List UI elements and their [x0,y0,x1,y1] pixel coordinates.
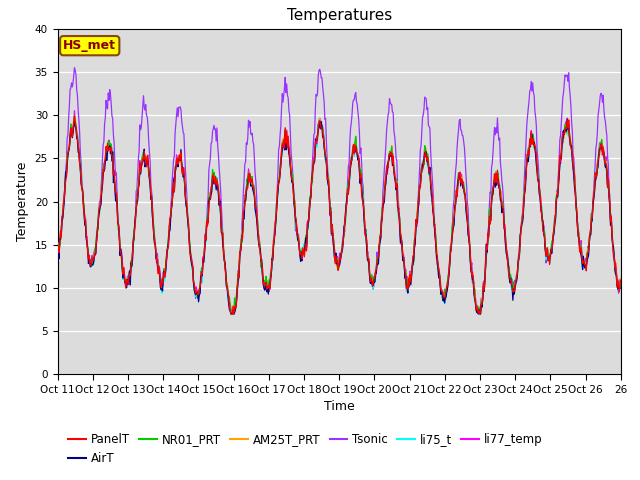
Tsonic [120,277,128,283]
PanelT [120,275,128,280]
NR01_PRT [431,216,438,222]
NR01_PRT [274,189,282,194]
li75_t [431,221,438,227]
PanelT [70,113,78,119]
Line: PanelT: PanelT [58,116,621,314]
PanelT [399,252,406,258]
NR01_PRT [70,113,78,119]
AirT [563,116,571,122]
PanelT [253,208,260,214]
AirT [617,285,625,291]
AM25T_PRT [224,287,232,293]
AM25T_PRT [120,274,128,279]
li75_t [399,254,406,260]
AM25T_PRT [431,217,438,223]
AM25T_PRT [253,215,260,221]
PanelT [54,241,61,247]
Line: Tsonic: Tsonic [58,68,621,314]
NR01_PRT [617,277,625,283]
NR01_PRT [120,275,128,281]
Tsonic [227,311,235,317]
AM25T_PRT [399,253,406,259]
Line: li75_t: li75_t [58,119,621,314]
Line: AirT: AirT [58,119,621,314]
Title: Temperatures: Temperatures [287,9,392,24]
AirT [273,199,281,205]
Legend: PanelT, AirT, NR01_PRT, AM25T_PRT, Tsonic, li75_t, li77_temp: PanelT, AirT, NR01_PRT, AM25T_PRT, Tsoni… [63,429,547,470]
Tsonic [224,292,232,298]
li77_temp [399,251,406,256]
Tsonic [253,193,260,199]
li75_t [54,247,61,252]
Line: NR01_PRT: NR01_PRT [58,116,621,314]
AM25T_PRT [617,275,625,281]
li75_t [223,288,231,293]
li77_temp [54,240,61,245]
li75_t [315,116,323,122]
AM25T_PRT [54,245,61,251]
PanelT [431,223,438,229]
Text: HS_met: HS_met [63,39,116,52]
li77_temp [70,108,78,113]
li77_temp [274,185,282,191]
AM25T_PRT [274,184,282,190]
Tsonic [54,244,61,250]
X-axis label: Time: Time [324,400,355,413]
AirT [54,248,61,254]
li77_temp [431,223,438,229]
li75_t [252,204,260,210]
PanelT [224,290,232,296]
li75_t [120,267,127,273]
li75_t [617,278,625,284]
Y-axis label: Temperature: Temperature [16,162,29,241]
li77_temp [617,277,625,283]
NR01_PRT [224,291,232,297]
Tsonic [274,170,282,176]
AirT [398,241,406,247]
AirT [429,211,437,217]
li77_temp [228,311,236,317]
li77_temp [253,207,260,213]
AirT [252,211,260,216]
Tsonic [399,251,406,256]
PanelT [274,182,282,188]
Tsonic [617,278,625,284]
Line: li77_temp: li77_temp [58,110,621,314]
PanelT [227,311,235,317]
li77_temp [120,272,128,277]
AirT [227,311,235,317]
NR01_PRT [228,311,236,317]
AirT [120,269,127,275]
PanelT [617,278,625,284]
Tsonic [431,223,438,229]
NR01_PRT [399,255,406,261]
AM25T_PRT [228,311,236,317]
AM25T_PRT [72,115,79,121]
li77_temp [224,288,232,294]
NR01_PRT [54,240,61,245]
li75_t [273,196,281,202]
li75_t [227,311,235,317]
Line: AM25T_PRT: AM25T_PRT [58,118,621,314]
Tsonic [70,65,78,71]
NR01_PRT [253,213,260,219]
AirT [223,284,231,289]
